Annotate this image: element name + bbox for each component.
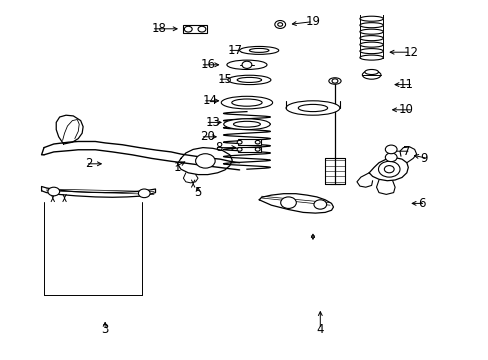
Text: 16: 16 [200, 58, 215, 71]
Circle shape [384, 166, 393, 173]
Polygon shape [259, 194, 333, 213]
Circle shape [280, 197, 296, 208]
Text: 7: 7 [403, 145, 410, 158]
Ellipse shape [221, 96, 272, 109]
Ellipse shape [362, 71, 380, 79]
Ellipse shape [285, 101, 339, 115]
Text: 4: 4 [316, 323, 324, 336]
Text: 8: 8 [215, 141, 222, 154]
Text: 1: 1 [173, 161, 181, 174]
Circle shape [385, 153, 396, 162]
Circle shape [48, 187, 60, 196]
Circle shape [255, 148, 260, 151]
Text: 12: 12 [403, 46, 417, 59]
Ellipse shape [237, 77, 261, 82]
Ellipse shape [359, 55, 383, 60]
Circle shape [237, 148, 242, 151]
Circle shape [255, 140, 260, 144]
Circle shape [277, 23, 282, 26]
Text: 17: 17 [227, 44, 242, 57]
Circle shape [195, 154, 215, 168]
Circle shape [331, 79, 337, 83]
Circle shape [274, 21, 285, 28]
Circle shape [385, 145, 396, 154]
Text: 20: 20 [200, 130, 215, 143]
Ellipse shape [298, 104, 327, 112]
Bar [183, 25, 206, 33]
Polygon shape [56, 115, 83, 144]
Polygon shape [376, 180, 394, 194]
Bar [237, 139, 261, 145]
Text: 3: 3 [101, 323, 109, 336]
Text: 2: 2 [85, 157, 93, 170]
Ellipse shape [359, 36, 383, 41]
Circle shape [138, 189, 150, 198]
Ellipse shape [223, 119, 269, 130]
Circle shape [313, 200, 326, 209]
Ellipse shape [231, 99, 262, 106]
Circle shape [237, 140, 242, 144]
Polygon shape [368, 158, 407, 181]
Text: 11: 11 [397, 78, 412, 91]
Ellipse shape [359, 29, 383, 34]
Ellipse shape [364, 69, 378, 75]
Text: 18: 18 [151, 22, 166, 35]
Circle shape [198, 26, 205, 32]
Ellipse shape [239, 46, 278, 54]
Polygon shape [356, 173, 372, 187]
Text: 6: 6 [417, 197, 425, 210]
Text: 14: 14 [203, 94, 218, 107]
Bar [237, 147, 261, 152]
Ellipse shape [359, 42, 383, 47]
Text: 5: 5 [194, 186, 202, 199]
Text: 19: 19 [305, 15, 320, 28]
Text: 10: 10 [398, 103, 412, 116]
Ellipse shape [249, 48, 268, 52]
Circle shape [378, 161, 399, 177]
Text: 15: 15 [217, 73, 232, 86]
Polygon shape [325, 158, 344, 184]
Polygon shape [41, 186, 155, 197]
Ellipse shape [359, 16, 383, 21]
Ellipse shape [359, 23, 383, 28]
Circle shape [242, 61, 251, 68]
Text: 9: 9 [420, 152, 427, 165]
Ellipse shape [328, 78, 341, 84]
Ellipse shape [227, 75, 270, 85]
Text: 13: 13 [205, 116, 220, 129]
Polygon shape [399, 147, 416, 163]
Ellipse shape [226, 60, 266, 69]
Polygon shape [177, 148, 232, 175]
Ellipse shape [359, 49, 383, 54]
Circle shape [184, 26, 192, 32]
Ellipse shape [233, 121, 260, 127]
